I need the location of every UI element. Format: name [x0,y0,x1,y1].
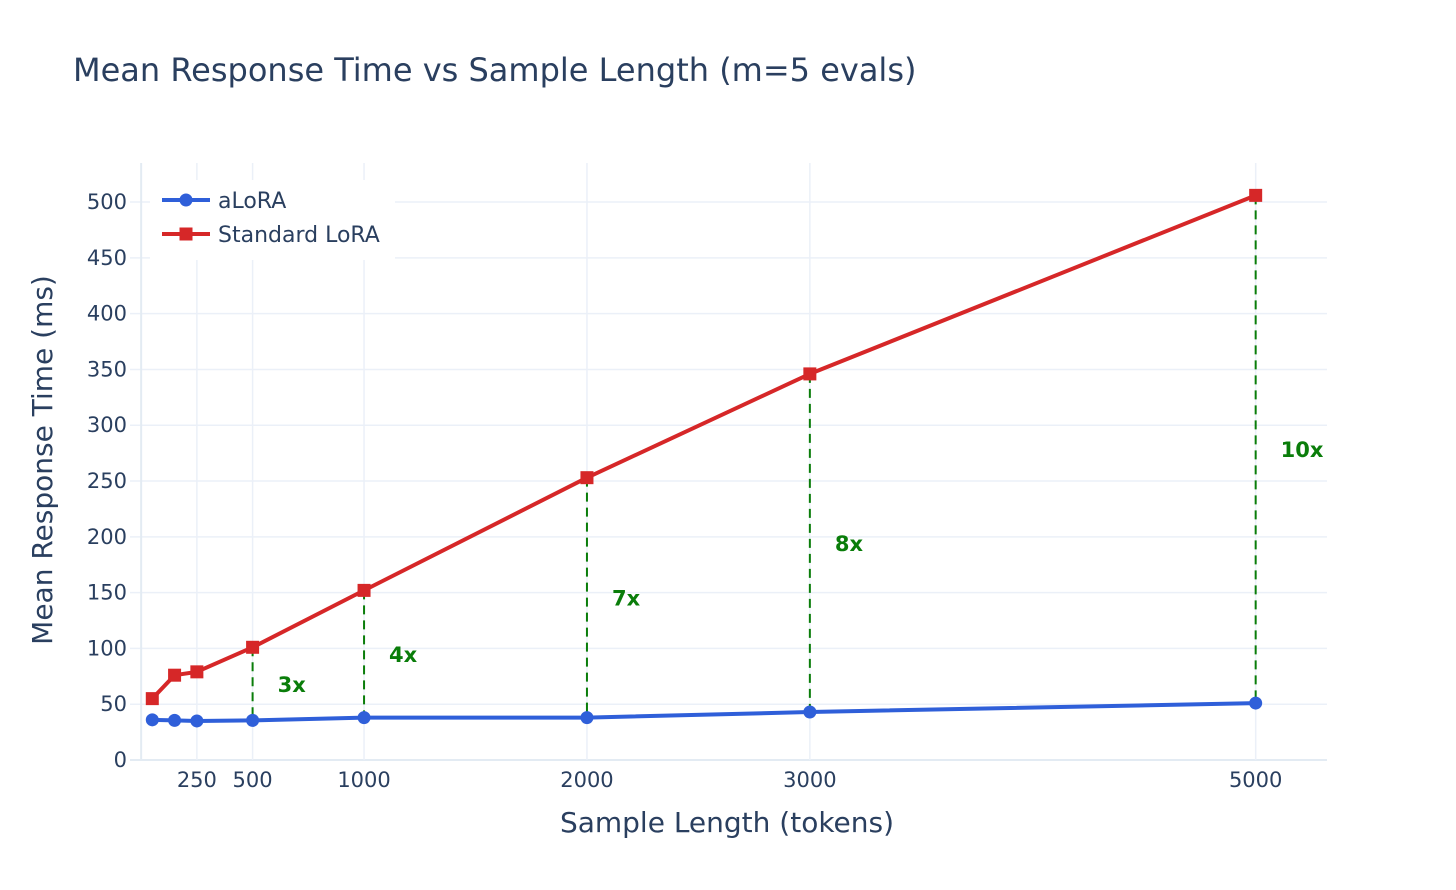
data-point-standard-lora [145,692,159,706]
data-point-standard-lora [357,583,371,597]
series-line-alora [152,701,1256,723]
x-tick-label: 250 [177,768,217,792]
x-tick-label: 500 [233,768,273,792]
x-axis-title: Sample Length (tokens) [560,806,894,839]
data-point-standard-lora [246,640,260,654]
data-point-alora [168,713,182,727]
y-tick-label: 250 [87,469,127,493]
axis-ticks: 0 50 100 150 200 250 300 350 400 450 500 250 500 1000… [87,190,1282,792]
ratio-label: 4x [389,643,418,667]
y-tick-label: 200 [87,525,127,549]
x-tick-label: 1000 [337,768,390,792]
legend-background [150,180,395,260]
y-tick-label: 300 [87,413,127,437]
data-point-alora [803,705,817,719]
y-tick-label: 50 [100,692,127,716]
data-point-alora [190,714,204,728]
data-point-alora [246,713,260,727]
ratio-annotations: 3x 4x 7x 8x 10x [251,195,1324,721]
series-line-standard-lora [150,193,1257,701]
data-point-alora [1249,696,1263,710]
ratio-label: 7x [612,587,641,611]
series [145,188,1263,728]
x-tick-label: 5000 [1229,768,1282,792]
y-axis-title: Mean Response Time (ms) [26,275,59,645]
data-point-standard-lora [190,665,204,679]
data-point-standard-lora [803,367,817,381]
legend-label[interactable]: aLoRA [218,189,286,214]
data-point-standard-lora [580,471,594,485]
data-point-standard-lora [168,668,182,682]
legend[interactable]: aLoRA Standard LoRA [150,180,395,260]
data-point-alora [145,713,159,727]
x-tick-label: 2000 [560,768,613,792]
legend-marker-circle-icon [179,193,193,207]
x-tick-label: 3000 [783,768,836,792]
data-point-standard-lora [1249,188,1263,202]
chart-title: Mean Response Time vs Sample Length (m=5… [73,51,916,89]
y-tick-label: 450 [87,246,127,270]
y-tick-label: 100 [87,636,127,660]
ratio-label: 10x [1281,438,1324,462]
y-tick-label: 350 [87,357,127,381]
legend-marker-square-icon [179,227,193,241]
ratio-label: 3x [278,673,307,697]
legend-label[interactable]: Standard LoRA [218,223,380,248]
data-point-alora [580,711,594,725]
y-tick-label: 0 [114,748,127,772]
y-tick-label: 500 [87,190,127,214]
y-tick-label: 400 [87,302,127,326]
data-point-alora [357,711,371,725]
ratio-label: 8x [835,532,864,556]
y-tick-label: 150 [87,581,127,605]
